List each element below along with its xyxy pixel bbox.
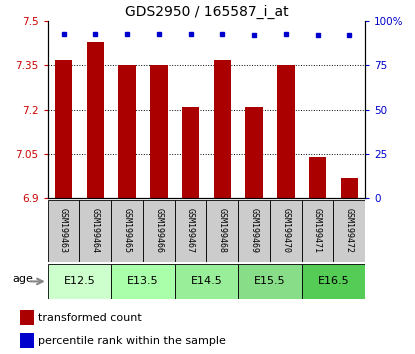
Bar xyxy=(20,333,34,348)
Bar xyxy=(143,200,175,262)
Bar xyxy=(111,200,143,262)
Bar xyxy=(80,200,111,262)
Text: E13.5: E13.5 xyxy=(127,276,159,286)
Text: GSM199469: GSM199469 xyxy=(249,209,259,253)
Text: GSM199468: GSM199468 xyxy=(218,209,227,253)
Bar xyxy=(48,264,111,299)
Text: transformed count: transformed count xyxy=(38,313,142,323)
Text: E12.5: E12.5 xyxy=(63,276,95,286)
Text: age: age xyxy=(12,274,33,284)
Bar xyxy=(150,65,168,198)
Bar xyxy=(341,178,358,198)
Bar xyxy=(238,200,270,262)
Text: GSM199464: GSM199464 xyxy=(91,209,100,253)
Bar xyxy=(309,157,326,198)
Text: percentile rank within the sample: percentile rank within the sample xyxy=(38,336,226,346)
Text: GSM199467: GSM199467 xyxy=(186,209,195,253)
Text: GSM199470: GSM199470 xyxy=(281,209,290,253)
Bar xyxy=(175,264,238,299)
Bar xyxy=(333,200,365,262)
Bar xyxy=(238,264,302,299)
Bar xyxy=(214,59,231,198)
Text: GSM199465: GSM199465 xyxy=(122,209,132,253)
Text: GSM199472: GSM199472 xyxy=(345,209,354,253)
Text: GSM199471: GSM199471 xyxy=(313,209,322,253)
Bar xyxy=(118,65,136,198)
Bar xyxy=(277,65,295,198)
Bar xyxy=(302,264,365,299)
Bar xyxy=(182,107,199,198)
Bar xyxy=(111,264,175,299)
Title: GDS2950 / 165587_i_at: GDS2950 / 165587_i_at xyxy=(124,5,288,19)
Bar xyxy=(175,200,207,262)
Bar xyxy=(55,59,72,198)
Text: E14.5: E14.5 xyxy=(190,276,222,286)
Bar xyxy=(207,200,238,262)
Bar xyxy=(245,107,263,198)
Text: GSM199466: GSM199466 xyxy=(154,209,164,253)
Bar xyxy=(48,200,80,262)
Text: E15.5: E15.5 xyxy=(254,276,286,286)
Bar xyxy=(270,200,302,262)
Bar xyxy=(302,200,334,262)
Bar xyxy=(20,310,34,325)
Text: GSM199463: GSM199463 xyxy=(59,209,68,253)
Text: E16.5: E16.5 xyxy=(317,276,349,286)
Bar xyxy=(87,42,104,198)
